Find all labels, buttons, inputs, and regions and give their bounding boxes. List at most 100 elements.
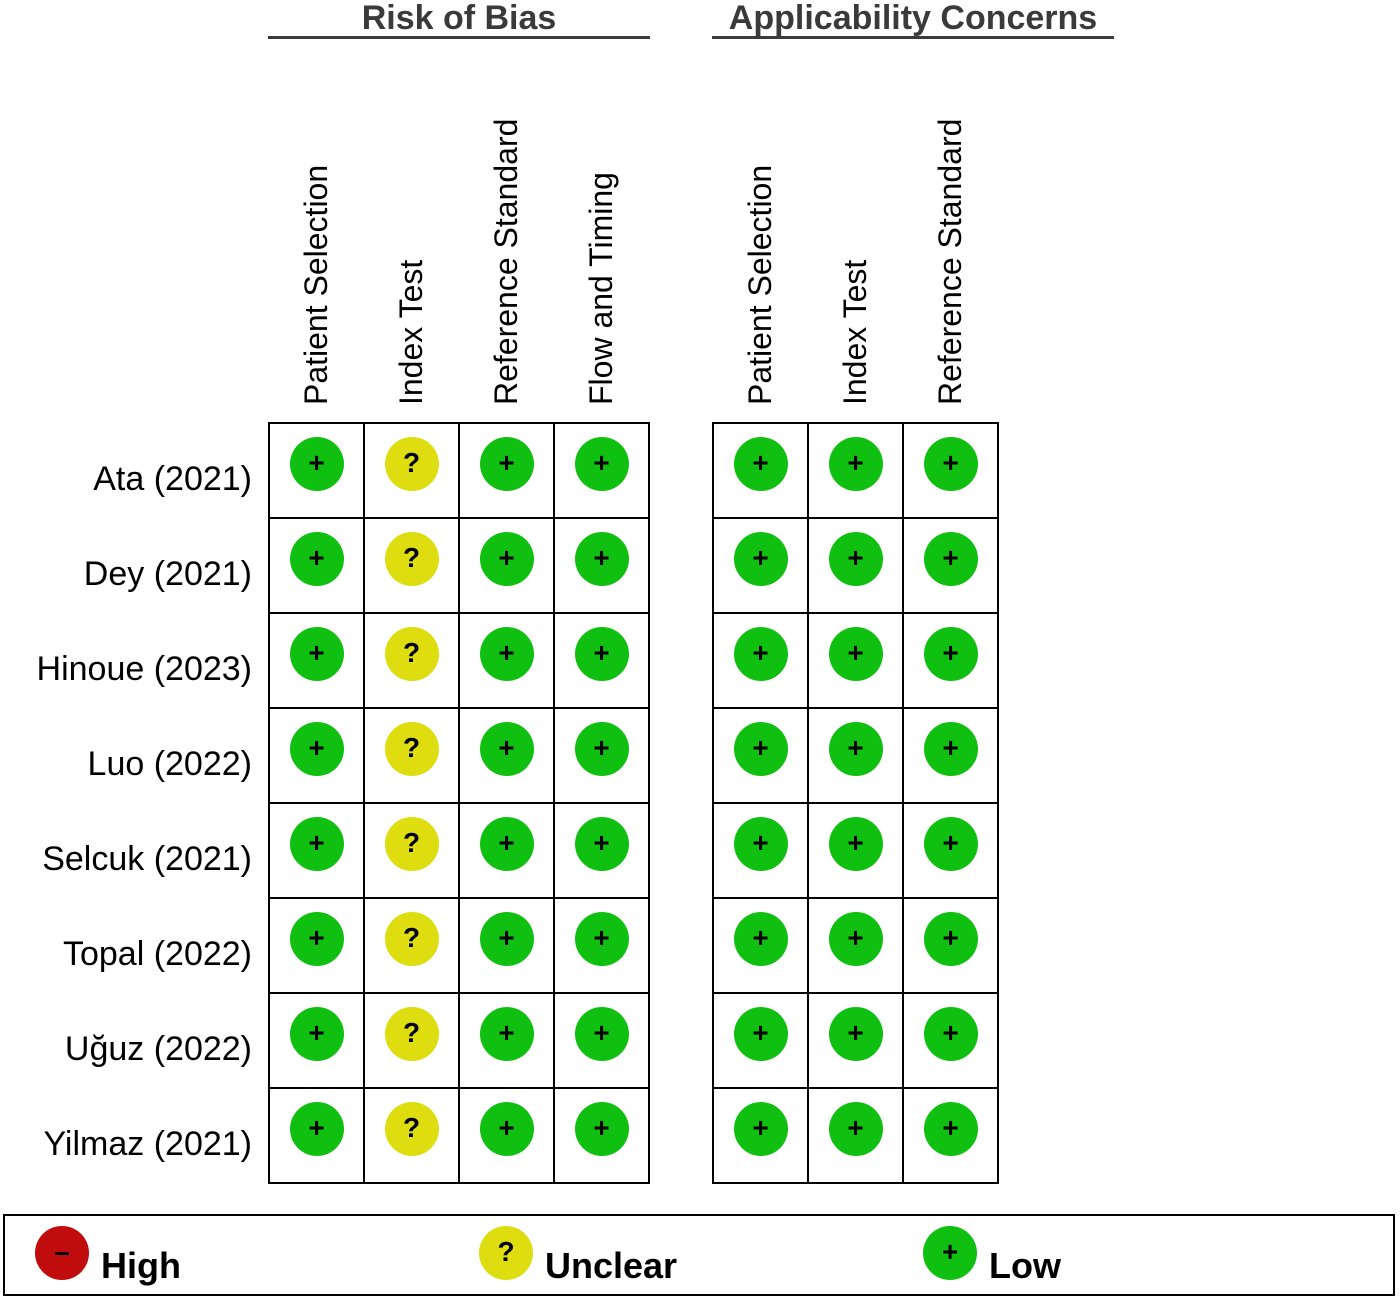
rating-cell: +	[268, 422, 365, 519]
low-risk-icon: +	[289, 626, 344, 681]
rating-cell: +	[712, 1087, 809, 1184]
table-row: + + +	[712, 897, 999, 994]
rating-cell: +	[902, 422, 999, 519]
rating-cell: +	[902, 802, 999, 899]
study-label: Uğuz (2022)	[64, 1030, 252, 1068]
table-row: +? + +	[268, 802, 650, 899]
rating-cell: ?	[363, 707, 460, 804]
study-label: Luo (2022)	[87, 745, 252, 783]
column-header-label: Reference Standard	[932, 118, 968, 405]
unclear-risk-icon: ?	[384, 626, 439, 681]
low-risk-icon: +	[289, 1101, 344, 1156]
rating-cell: +	[553, 1087, 650, 1184]
rating-cell: +	[268, 992, 365, 1089]
rating-cell: ?	[363, 422, 460, 519]
low-risk-icon: +	[923, 1226, 977, 1280]
study-label: Dey (2021)	[83, 555, 252, 593]
rating-cell: +	[458, 422, 555, 519]
low-risk-icon: +	[923, 816, 978, 871]
table-row: + + +	[712, 802, 999, 899]
column-header-label: Flow and Timing	[583, 172, 619, 405]
high-risk-icon: –	[35, 1226, 89, 1280]
low-risk-icon: +	[733, 1101, 788, 1156]
unclear-risk-icon: ?	[384, 531, 439, 586]
rating-cell: ?	[363, 992, 460, 1089]
rating-cell: +	[712, 517, 809, 614]
column-header-label: Patient Selection	[298, 164, 334, 405]
rating-cell: +	[712, 612, 809, 709]
rating-cell: +	[902, 612, 999, 709]
risk-of-bias-grid: +? + + +? + + +? + + +? + + +? + + +? + + +? + + +? + +	[268, 422, 650, 1184]
low-risk-icon: +	[574, 911, 629, 966]
low-risk-icon: +	[574, 1006, 629, 1061]
low-risk-icon: +	[574, 626, 629, 681]
rating-cell: ?	[363, 517, 460, 614]
table-row: +? + +	[268, 517, 650, 614]
rating-cell: ?	[363, 802, 460, 899]
low-risk-icon: +	[733, 626, 788, 681]
low-risk-icon: +	[923, 626, 978, 681]
table-row: +? + +	[268, 897, 650, 994]
rating-cell: +	[458, 707, 555, 804]
unclear-risk-icon: ?	[384, 721, 439, 776]
low-risk-icon: +	[574, 436, 629, 491]
study-label: Topal (2022)	[62, 935, 252, 973]
rating-cell: +	[712, 897, 809, 994]
table-row: +? + +	[268, 992, 650, 1089]
low-risk-icon: +	[289, 436, 344, 491]
rating-cell: +	[807, 612, 904, 709]
rating-cell: +	[553, 612, 650, 709]
table-row: + + +	[712, 612, 999, 709]
low-risk-icon: +	[574, 721, 629, 776]
applicability-grid: + + + + + + + + + + + + + + + + + + + + + + + +	[712, 422, 999, 1184]
rating-cell: ?	[363, 612, 460, 709]
low-risk-icon: +	[923, 1101, 978, 1156]
low-risk-icon: +	[289, 816, 344, 871]
low-risk-icon: +	[923, 721, 978, 776]
rating-cell: +	[553, 897, 650, 994]
rating-cell: +	[458, 992, 555, 1089]
rating-cell: +	[712, 992, 809, 1089]
applicability-title: Applicability Concerns	[728, 0, 1098, 37]
low-risk-icon: +	[289, 1006, 344, 1061]
legend-label-unclear: Unclear	[545, 1245, 678, 1286]
legend: – High ? Unclear + Low	[3, 1214, 1395, 1296]
low-risk-icon: +	[828, 1101, 883, 1156]
rating-cell: +	[553, 422, 650, 519]
rating-cell: +	[807, 422, 904, 519]
low-risk-icon: +	[574, 1101, 629, 1156]
low-risk-icon: +	[479, 1101, 534, 1156]
table-row: + + +	[712, 1087, 999, 1184]
low-risk-icon: +	[733, 911, 788, 966]
rating-cell: +	[902, 992, 999, 1089]
unclear-risk-icon: ?	[384, 1101, 439, 1156]
legend-label-low: Low	[989, 1245, 1061, 1286]
rating-cell: +	[458, 802, 555, 899]
column-header-label: Index Test	[393, 259, 429, 405]
low-risk-icon: +	[479, 626, 534, 681]
low-risk-icon: +	[479, 531, 534, 586]
risk-of-bias-rule	[268, 36, 650, 39]
rating-cell: +	[902, 707, 999, 804]
column-header-label: Index Test	[837, 259, 873, 405]
low-risk-icon: +	[733, 436, 788, 491]
low-risk-icon: +	[733, 816, 788, 871]
low-risk-icon: +	[828, 911, 883, 966]
table-row: +? + +	[268, 612, 650, 709]
unclear-risk-icon: ?	[479, 1226, 533, 1280]
low-risk-icon: +	[828, 626, 883, 681]
rating-cell: +	[902, 1087, 999, 1184]
low-risk-icon: +	[289, 911, 344, 966]
low-risk-icon: +	[828, 436, 883, 491]
rating-cell: +	[807, 992, 904, 1089]
rating-cell: +	[902, 517, 999, 614]
rating-cell: +	[807, 1087, 904, 1184]
unclear-risk-icon: ?	[384, 911, 439, 966]
low-risk-icon: +	[479, 721, 534, 776]
risk-of-bias-title: Risk of Bias	[361, 0, 557, 37]
rating-cell: +	[807, 517, 904, 614]
column-header-label: Patient Selection	[742, 164, 778, 405]
study-label: Yilmaz (2021)	[43, 1125, 252, 1163]
table-row: + + +	[712, 517, 999, 614]
rating-cell: ?	[363, 1087, 460, 1184]
